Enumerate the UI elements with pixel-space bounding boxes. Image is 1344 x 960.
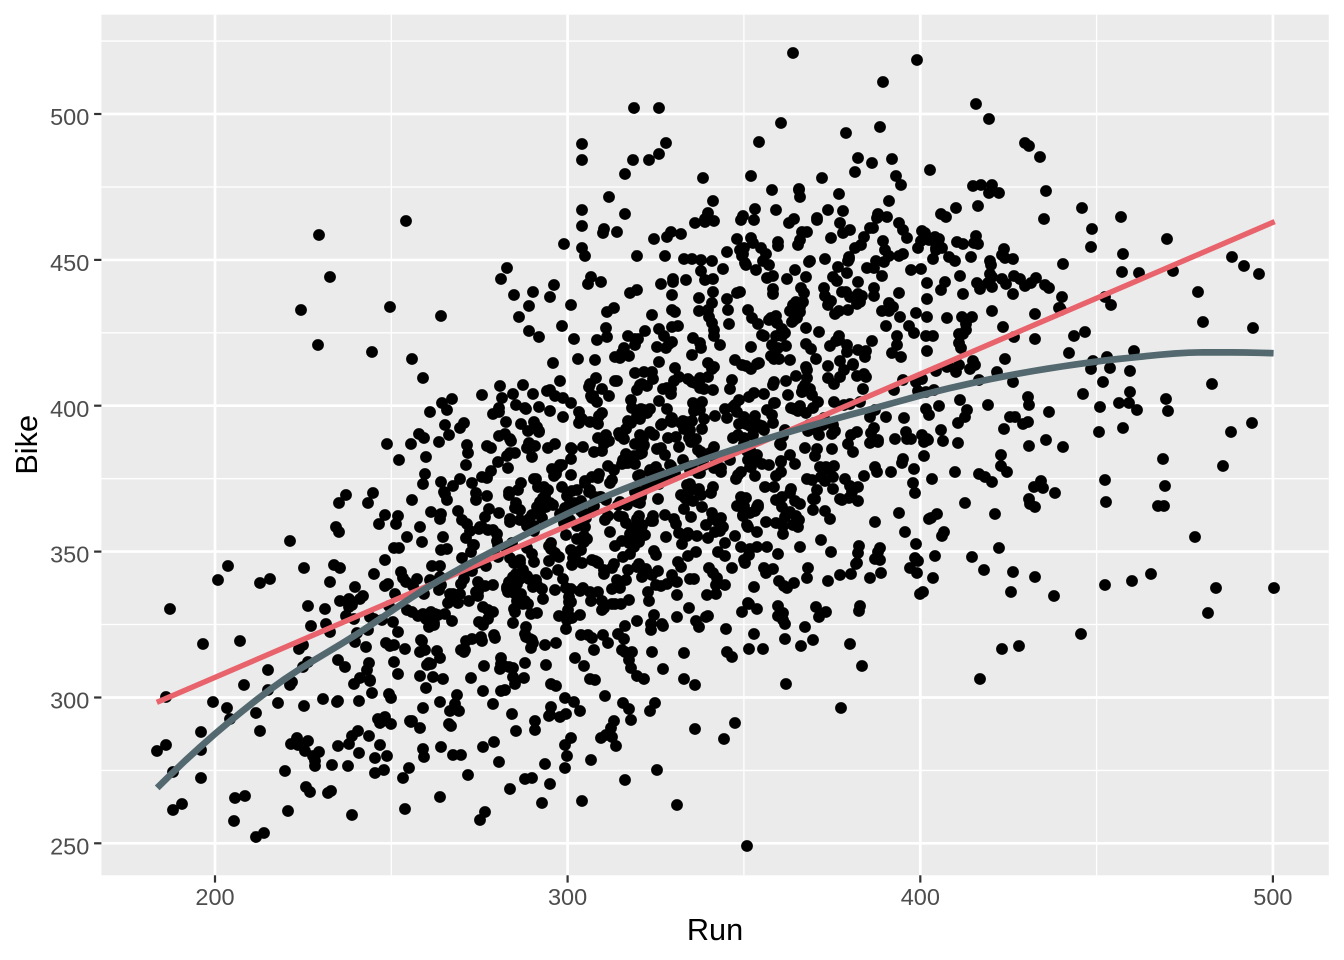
svg-text:250: 250 <box>50 833 89 859</box>
svg-text:350: 350 <box>50 542 89 568</box>
svg-text:300: 300 <box>50 688 89 714</box>
svg-text:500: 500 <box>1253 884 1292 910</box>
svg-text:400: 400 <box>901 884 940 910</box>
svg-text:400: 400 <box>50 396 89 422</box>
svg-text:450: 450 <box>50 250 89 276</box>
svg-text:200: 200 <box>195 884 234 910</box>
svg-text:Run: Run <box>687 912 743 947</box>
svg-text:300: 300 <box>548 884 587 910</box>
svg-text:Bike: Bike <box>9 415 44 475</box>
svg-text:500: 500 <box>50 104 89 130</box>
